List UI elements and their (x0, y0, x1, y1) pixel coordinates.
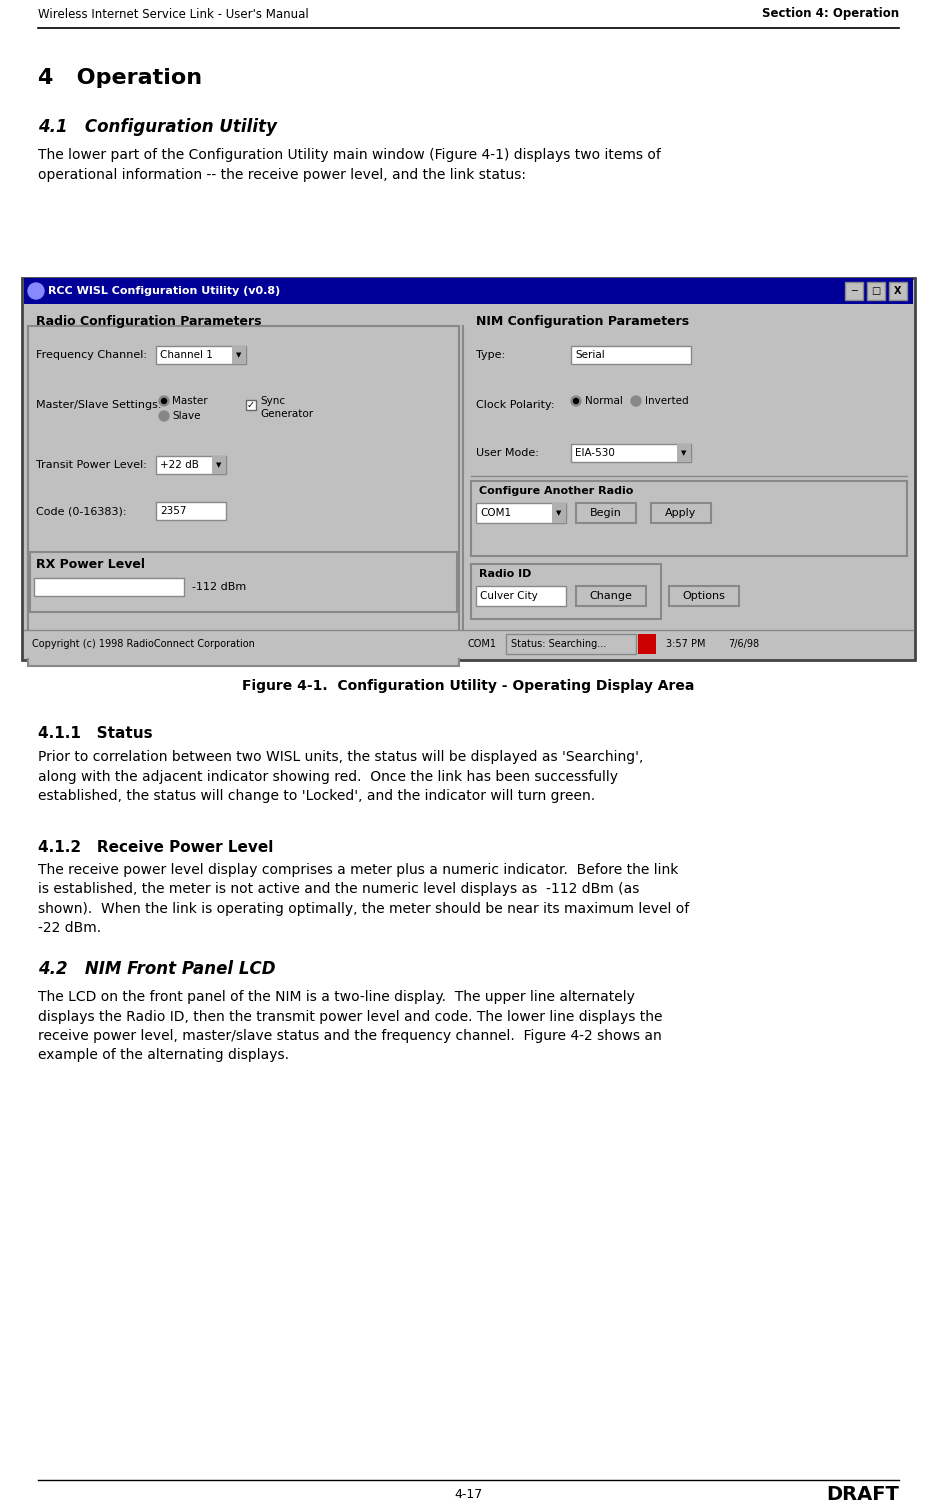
Text: The lower part of the Configuration Utility main window (Figure 4-1) displays tw: The lower part of the Configuration Util… (38, 148, 660, 181)
Bar (505, 633, 636, 654)
Bar (471, 481, 906, 556)
Text: ─: ─ (850, 287, 856, 296)
Text: Copyright (c) 1998 RadioConnect Corporation: Copyright (c) 1998 RadioConnect Corporat… (32, 639, 255, 648)
Bar (888, 282, 906, 300)
Bar (471, 564, 660, 618)
Text: ▼: ▼ (680, 449, 686, 455)
Text: Frequency Channel:: Frequency Channel: (36, 350, 147, 360)
Bar (155, 502, 226, 520)
Text: Code (0-16383):: Code (0-16383): (36, 507, 126, 516)
Text: 4.1   Configuration Utility: 4.1 Configuration Utility (38, 118, 277, 136)
Text: ▼: ▼ (556, 510, 561, 516)
Text: 4.1.2   Receive Power Level: 4.1.2 Receive Power Level (38, 840, 273, 855)
Bar (576, 587, 645, 606)
Text: Options: Options (681, 591, 724, 602)
Text: RX Power Level: RX Power Level (36, 558, 145, 570)
Text: Master: Master (172, 397, 208, 406)
Text: ✓: ✓ (247, 400, 255, 410)
Text: Clock Polarity:: Clock Polarity: (475, 400, 554, 410)
Bar (475, 587, 565, 606)
Circle shape (573, 398, 578, 404)
Text: Radio Configuration Parameters: Radio Configuration Parameters (36, 315, 261, 329)
Text: Section 4: Operation: Section 4: Operation (761, 8, 898, 21)
Bar (668, 587, 739, 606)
Text: ▼: ▼ (216, 461, 222, 467)
Text: 4-17: 4-17 (454, 1487, 482, 1500)
Bar (232, 345, 246, 363)
Text: Change: Change (589, 591, 632, 602)
Text: Generator: Generator (259, 409, 313, 419)
Text: □: □ (870, 287, 880, 296)
Text: Master/Slave Settings:: Master/Slave Settings: (36, 400, 161, 410)
Bar (844, 282, 862, 300)
Bar (34, 578, 183, 596)
Text: The LCD on the front panel of the NIM is a two-line display.  The upper line alt: The LCD on the front panel of the NIM is… (38, 989, 662, 1063)
Bar (637, 633, 655, 654)
Text: COM1: COM1 (467, 639, 496, 648)
Text: 4.2   NIM Front Panel LCD: 4.2 NIM Front Panel LCD (38, 961, 275, 979)
Text: COM1: COM1 (479, 508, 510, 519)
Text: Prior to correlation between two WISL units, the status will be displayed as 'Se: Prior to correlation between two WISL un… (38, 749, 643, 802)
Bar (570, 345, 690, 363)
Text: 4.1.1   Status: 4.1.1 Status (38, 725, 153, 740)
Text: DRAFT: DRAFT (826, 1484, 898, 1503)
Circle shape (159, 397, 168, 406)
Bar (576, 504, 636, 523)
Text: 7/6/98: 7/6/98 (727, 639, 758, 648)
Bar (651, 504, 710, 523)
Bar (246, 400, 256, 410)
Text: Inverted: Inverted (644, 397, 688, 406)
Text: Status: Searching...: Status: Searching... (510, 639, 606, 648)
Circle shape (570, 397, 580, 406)
Text: Normal: Normal (584, 397, 622, 406)
Text: Serial: Serial (575, 350, 604, 360)
Bar (551, 504, 565, 523)
Text: Culver City: Culver City (479, 591, 537, 602)
Bar (570, 443, 690, 461)
Text: Slave: Slave (172, 412, 200, 421)
Text: User Mode:: User Mode: (475, 448, 538, 458)
Text: Sync: Sync (259, 397, 285, 406)
Text: +22 dB: +22 dB (160, 460, 198, 470)
Text: Configure Another Radio: Configure Another Radio (478, 486, 633, 496)
Bar (866, 282, 885, 300)
Bar (22, 277, 914, 661)
Bar (155, 345, 246, 363)
Text: X: X (893, 287, 900, 296)
Text: Begin: Begin (590, 508, 622, 519)
Text: -112 dBm: -112 dBm (192, 582, 246, 593)
Bar (212, 455, 226, 474)
Bar (24, 630, 912, 657)
Text: 4   Operation: 4 Operation (38, 68, 202, 87)
Bar (677, 443, 690, 461)
Bar (24, 277, 912, 305)
Text: 2357: 2357 (160, 507, 186, 516)
Text: ▼: ▼ (236, 351, 241, 357)
Text: Apply: Apply (665, 508, 696, 519)
Text: Type:: Type: (475, 350, 505, 360)
Bar (28, 326, 459, 667)
Text: EIA-530: EIA-530 (575, 448, 614, 458)
Bar (30, 552, 457, 612)
Text: 3:57 PM: 3:57 PM (665, 639, 705, 648)
Text: Figure 4-1.  Configuration Utility - Operating Display Area: Figure 4-1. Configuration Utility - Oper… (242, 679, 694, 694)
Text: The receive power level display comprises a meter plus a numeric indicator.  Bef: The receive power level display comprise… (38, 863, 689, 935)
Text: Wireless Internet Service Link - User's Manual: Wireless Internet Service Link - User's … (38, 8, 309, 21)
Text: Transit Power Level:: Transit Power Level: (36, 460, 147, 470)
Text: Radio ID: Radio ID (478, 569, 531, 579)
Circle shape (28, 284, 44, 299)
Circle shape (159, 412, 168, 421)
Text: RCC WISL Configuration Utility (v0.8): RCC WISL Configuration Utility (v0.8) (48, 287, 280, 296)
Circle shape (630, 397, 640, 406)
Bar (155, 455, 226, 474)
Text: NIM Configuration Parameters: NIM Configuration Parameters (475, 315, 688, 329)
Bar (475, 504, 565, 523)
Text: Channel 1: Channel 1 (160, 350, 212, 360)
Circle shape (161, 398, 167, 404)
